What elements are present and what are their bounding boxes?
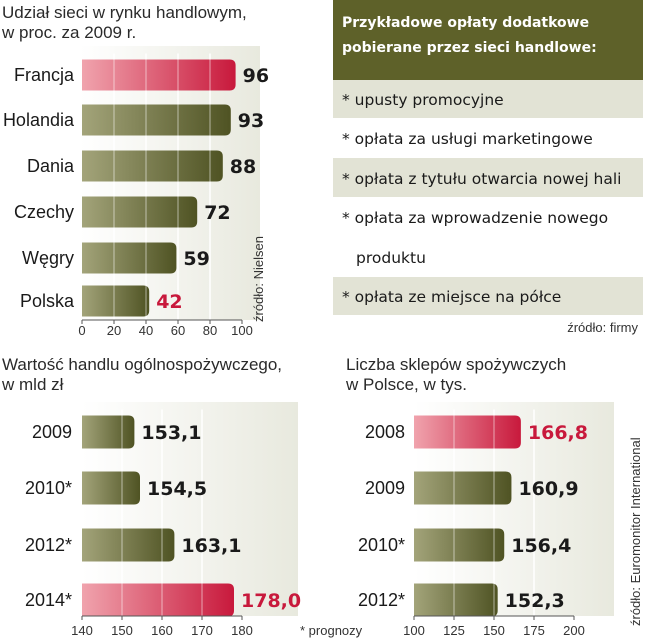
bar-Dania (82, 150, 223, 182)
chart-market-share-bars (82, 59, 236, 317)
chart-retail-value-bars (82, 415, 234, 617)
category-label: 2009 (365, 478, 405, 498)
value-label: 72 (204, 202, 230, 224)
bar-Polska (82, 285, 150, 317)
chart-store-count-title-line-1: Liczba sklepów spożywczych (346, 355, 566, 374)
category-label: 2010* (358, 535, 405, 555)
fees-box-band-2 (333, 158, 643, 197)
bar-Wgry (82, 242, 177, 274)
axis-tick-label: 150 (483, 623, 505, 638)
value-label: 156,4 (511, 535, 571, 557)
category-label: Czechy (14, 202, 74, 222)
fees-item-new-product-cont: produktu (356, 249, 426, 267)
chart-retail-value-labels: 2009 153,1 2010* 154,5 2012* 163,1 2014* 178,0 (25, 422, 301, 612)
fees-item-shelf-space: * opłata ze miejsce na półce (342, 288, 561, 306)
category-label: Polska (20, 291, 75, 311)
category-label: 2010* (25, 478, 72, 498)
fees-item-promo-discounts: * upusty promocyjne (342, 91, 504, 109)
chart-market-share: Udział sieci w rynku handlowym, w proc. … (1, 3, 269, 338)
category-label: Węgry (22, 248, 74, 268)
bar-2014 (82, 583, 234, 617)
category-label: Holandia (3, 110, 75, 130)
fees-item-new-product: * opłata za wprowadzenie nowego (342, 209, 608, 227)
axis-tick-label: 170 (191, 623, 213, 638)
bar-Czechy (82, 196, 198, 228)
value-label: 93 (238, 110, 264, 132)
axis-tick-label: 140 (71, 623, 93, 638)
chart-store-count-title-line-2: w Polsce, w tys. (345, 375, 467, 394)
chart-retail-value: Wartość handlu ogólnospożywczego, w mld … (1, 355, 363, 638)
axis-tick-label: 175 (523, 623, 545, 638)
value-label: 59 (183, 248, 209, 270)
chart-market-share-axis: 0 20 40 60 80 100 (78, 319, 253, 338)
fees-box-title-line-2: pobierane przez sieci handlowe: (342, 40, 597, 56)
fees-item-marketing: * opłata za usługi marketingowe (342, 130, 593, 148)
category-label: Dania (27, 156, 75, 176)
axis-tick-label: 180 (231, 623, 253, 638)
axis-tick-label: 0 (78, 323, 85, 338)
chart-store-count: Liczba sklepów spożywczych w Polsce, w t… (345, 355, 643, 638)
chart-store-count-bars (414, 415, 521, 617)
value-label: 160,9 (518, 478, 578, 500)
bar-2010 (82, 471, 140, 505)
fees-box-source: źródło: firmy (567, 320, 638, 335)
category-label: 2009 (32, 422, 72, 442)
axis-tick-label: 160 (151, 623, 173, 638)
chart-retail-value-footnote: * prognozy (300, 623, 363, 638)
value-label: 154,5 (147, 478, 207, 500)
chart-store-count-source: źródło: Euromonitor International (628, 437, 643, 626)
fees-item-new-hall: * opłata z tytułu otwarcia nowej hali (342, 170, 621, 188)
chart-retail-value-title-line-2: w mld zł (1, 375, 64, 394)
chart-market-share-gridlines (113, 53, 211, 320)
chart-market-share-panel (80, 46, 260, 320)
chart-retail-value-title-line-1: Wartość handlu ogólnospożywczego, (2, 355, 282, 374)
bar-Holandia (82, 104, 231, 136)
category-label: 2014* (25, 590, 72, 610)
bar-2012 (414, 583, 498, 617)
axis-tick-label: 200 (563, 623, 585, 638)
value-label: 88 (230, 156, 256, 178)
category-label: 2012* (25, 535, 72, 555)
category-label: 2008 (365, 422, 405, 442)
fees-box-band-3 (333, 277, 643, 315)
category-label: 2012* (358, 590, 405, 610)
fees-box-title-line-1: Przykładowe opłaty dodatkowe (342, 15, 589, 31)
fees-box-header (333, 0, 643, 80)
fees-box: Przykładowe opłaty dodatkowe pobierane p… (333, 0, 643, 335)
value-label: 42 (156, 291, 182, 313)
bar-2008 (414, 415, 521, 449)
bar-Francja (82, 59, 236, 91)
value-label: 96 (243, 65, 269, 87)
fees-box-band-1 (333, 80, 643, 118)
value-label: 153,1 (141, 422, 201, 444)
axis-tick-label: 125 (443, 623, 465, 638)
chart-market-share-title-line-2: w proc. za 2009 r. (1, 23, 136, 42)
axis-tick-label: 100 (231, 323, 253, 338)
bar-2009 (414, 471, 512, 505)
chart-market-share-title-line-1: Udział sieci w rynku handlowym, (2, 3, 247, 22)
chart-market-share-source: źródło: Nielsen (251, 236, 266, 322)
chart-market-share-labels: Francja 96 Holandia 93 Dania 88 Czechy 72 Węgry 5… (3, 65, 269, 313)
value-label: 152,3 (505, 590, 565, 612)
value-label: 166,8 (528, 422, 588, 444)
axis-tick-label: 20 (107, 323, 121, 338)
axis-tick-label: 100 (403, 623, 425, 638)
axis-tick-label: 60 (171, 323, 185, 338)
category-label: Francja (14, 65, 75, 85)
bar-2012 (82, 528, 175, 562)
axis-tick-label: 80 (203, 323, 217, 338)
chart-retail-value-axis: 140 150 160 170 180 (71, 615, 253, 638)
chart-store-count-labels: 2008 166,8 2009 160,9 2010* 156,4 2012* 152,3 (358, 422, 588, 612)
chart-store-count-axis: 100 125 150 175 200 (403, 615, 585, 638)
value-label: 163,1 (181, 535, 241, 557)
bar-2010 (414, 528, 505, 562)
axis-tick-label: 40 (139, 323, 153, 338)
value-label: 178,0 (241, 590, 301, 612)
bar-2009 (82, 415, 135, 449)
axis-tick-label: 150 (111, 623, 133, 638)
